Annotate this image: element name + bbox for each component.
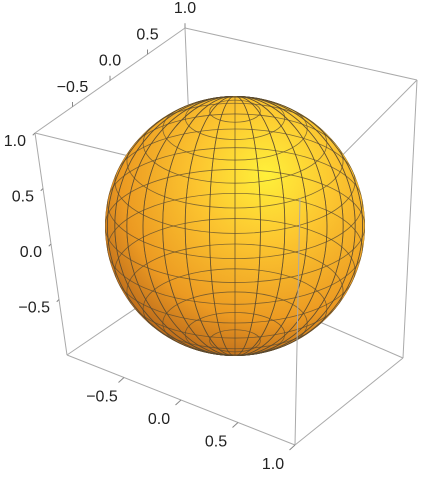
y-tick-label: 0.0 (99, 53, 121, 70)
mesh-line (162, 96, 308, 356)
z-tick-label: 1.0 (4, 133, 26, 150)
tick-mark (48, 243, 52, 247)
box-edge (294, 197, 301, 446)
x-tick-label: 0.0 (148, 411, 170, 428)
tick-mark (232, 422, 239, 428)
z-tick-label: 0.0 (20, 244, 42, 261)
sphere-mesh (105, 96, 365, 356)
tick-mark (56, 299, 60, 303)
box-edge (184, 27, 418, 81)
tick-mark (289, 444, 296, 451)
box-edge (402, 79, 418, 359)
tick-mark (175, 399, 182, 406)
x-tick-label: 0.5 (205, 434, 227, 451)
mesh-line (114, 96, 356, 356)
tick-mark (32, 132, 36, 136)
tick-mark (118, 377, 125, 383)
mesh-line (184, 96, 286, 356)
z-tick-label: −0.5 (18, 300, 50, 317)
z-tick-label: 0.5 (12, 189, 34, 206)
box-edge (294, 357, 404, 446)
sphere (105, 96, 365, 356)
y-tick-label: 0.5 (136, 26, 158, 43)
tick-mark (40, 188, 44, 192)
mesh-line (209, 96, 261, 356)
mesh-line (126, 96, 344, 356)
x-tick-label: 1.0 (262, 456, 284, 473)
y-tick-label: −0.5 (57, 79, 89, 96)
mesh-line (106, 96, 364, 356)
x-tick-label: −0.5 (86, 389, 118, 406)
y-tick-label: 1.0 (174, 0, 196, 17)
mesh-line (142, 96, 328, 356)
